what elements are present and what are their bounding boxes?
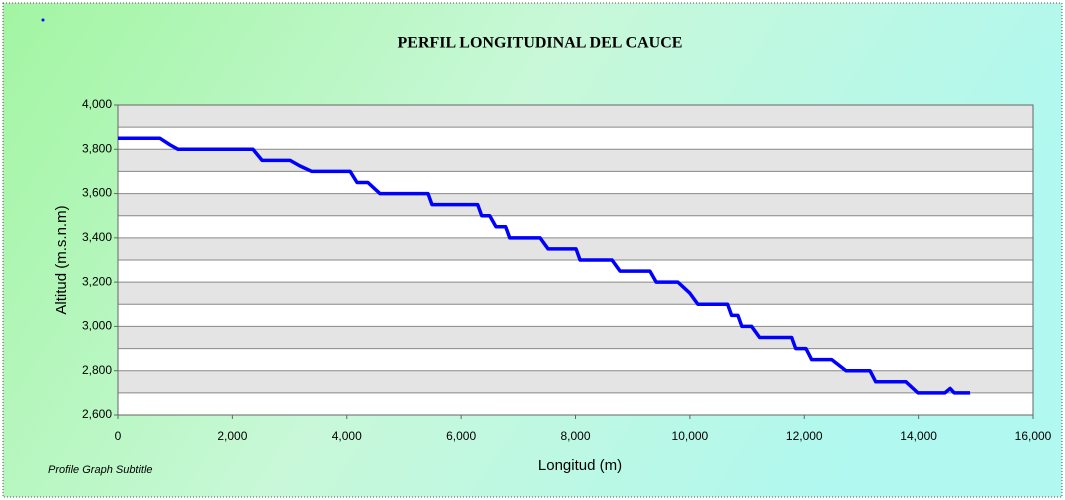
x-tick-label: 14,000 [900,429,937,443]
y-axis-label: Altitud (m.s.n.m) [53,205,70,314]
x-tick-label: 2,000 [217,429,247,443]
grid-band [118,149,1033,172]
chart-title: PERFIL LONGITUDINAL DEL CAUCE [398,35,683,52]
y-tick-label: 3,000 [82,319,112,333]
grid-band [118,282,1033,305]
y-tick-label: 3,200 [82,274,112,288]
x-axis-label: Longitud (m) [538,457,622,474]
grid-band [118,326,1033,349]
plot-area: 2,600 2,800 3,000 3,200 3,400 3,600 3,800 4,000… [82,97,1052,443]
marker-dot [41,18,45,22]
x-tick-label: 6,000 [446,429,476,443]
x-tick-label: 12,000 [786,429,823,443]
y-tick-label: 2,800 [82,363,112,377]
y-tick-label: 3,600 [82,186,112,200]
subtitle: Profile Graph Subtitle [48,464,153,476]
x-tick-label: 4,000 [332,429,362,443]
x-tick-label: 16,000 [1015,429,1052,443]
grid-band [118,370,1033,393]
x-tick-label: 8,000 [560,429,590,443]
y-tick-label: 3,800 [82,141,112,155]
x-tick-label: 10,000 [672,429,709,443]
grid-band [118,105,1033,128]
x-tick-label: 0 [115,429,122,443]
profile-line [118,136,971,395]
y-tick-label: 4,000 [82,97,112,111]
y-tick-label: 2,600 [82,407,112,421]
y-tick-label: 3,400 [82,230,112,244]
grid-band [118,193,1033,216]
